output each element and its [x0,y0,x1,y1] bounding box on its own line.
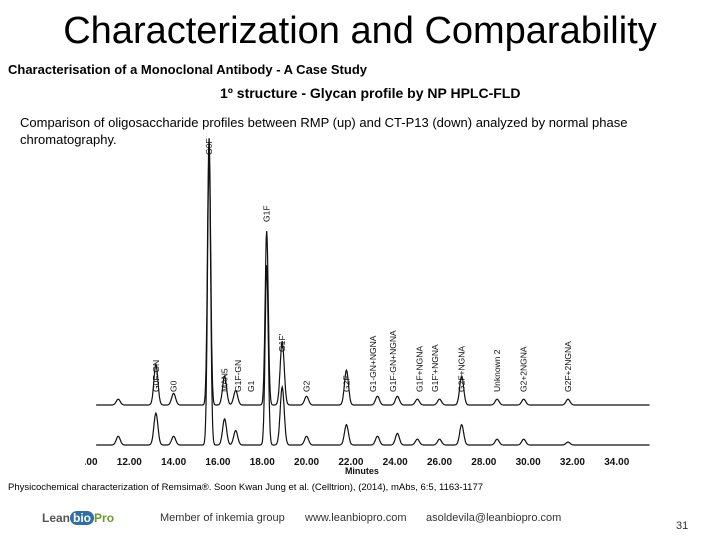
x-tick-label: 26.00 [427,457,452,468]
peak-label: G0F-GN [151,360,161,392]
section-heading: 1º structure - Glycan profile by NP HPLC… [220,85,521,101]
peak-label: G1-GN+NGNA [368,335,378,392]
x-tick-label: 24.00 [383,457,408,468]
trace-line-rmp [96,138,650,406]
x-tick-label: 14.00 [161,457,186,468]
peak-label: G2F+NGNA [457,346,467,392]
chromatogram-chart: 10.00 12.00 14.00 16.00 18.00 20.00 22.00 24.00… [85,138,650,475]
x-tick-label: 16.00 [205,457,230,468]
x-tick-label: 30.00 [516,457,541,468]
peak-label: G1 [246,380,256,392]
x-tick-label: 28.00 [471,457,496,468]
logo-text-pro: Pro [94,511,115,525]
logo-text-bio: bio [70,511,95,525]
peak-label: MAN5 [220,368,230,392]
peak-label: G1F'+NGNA [430,344,440,392]
peak-label: G1F' [277,333,287,352]
x-tick-label: 12.00 [117,457,142,468]
slide-subtitle: Characterisation of a Monoclonal Antibod… [8,62,367,77]
peak-label: G2F+2NGNA [563,341,573,392]
peak-label: G0 [169,380,179,392]
logo-text-lean: Lean [42,511,71,525]
x-tick-label: 10.00 [85,457,98,468]
footer-website: www.leanbiopro.com [305,512,407,524]
peak-label: G2 [302,380,312,392]
x-tick-label: 18.00 [250,457,275,468]
peak-label: G2F [341,375,351,392]
x-axis-label: Minutes [345,466,379,475]
peak-label: G1F-GN [233,360,243,392]
leanbiopro-logo: Lean bio Pro [42,511,114,525]
chart-description: Comparison of oligosaccharide profiles b… [20,115,628,147]
peak-label: G2+2NGNA [519,346,529,392]
page-number: 31 [676,520,689,532]
peak-label: G1F [262,205,272,222]
peak-label: G1F-GN+NGNA [388,330,398,392]
peak-label: G1F+NGNA [415,346,425,392]
x-tick-label: 22.00 [338,457,363,468]
slide-title: Characterization and Comparability [63,10,657,52]
peak-label: G0F [204,138,214,155]
x-tick-label: 34.00 [604,457,629,468]
citation-footnote: Physicochemical characterization of Rems… [8,482,484,493]
peak-label: Unknown 2 [492,349,502,392]
footer-member: Member of inkemia group [160,512,285,524]
footer-email: asoldevila@leanbiopro.com [426,512,562,524]
trace-line-ct-p13 [96,154,650,446]
x-tick-label: 32.00 [560,457,585,468]
x-tick-label: 20.00 [294,457,319,468]
